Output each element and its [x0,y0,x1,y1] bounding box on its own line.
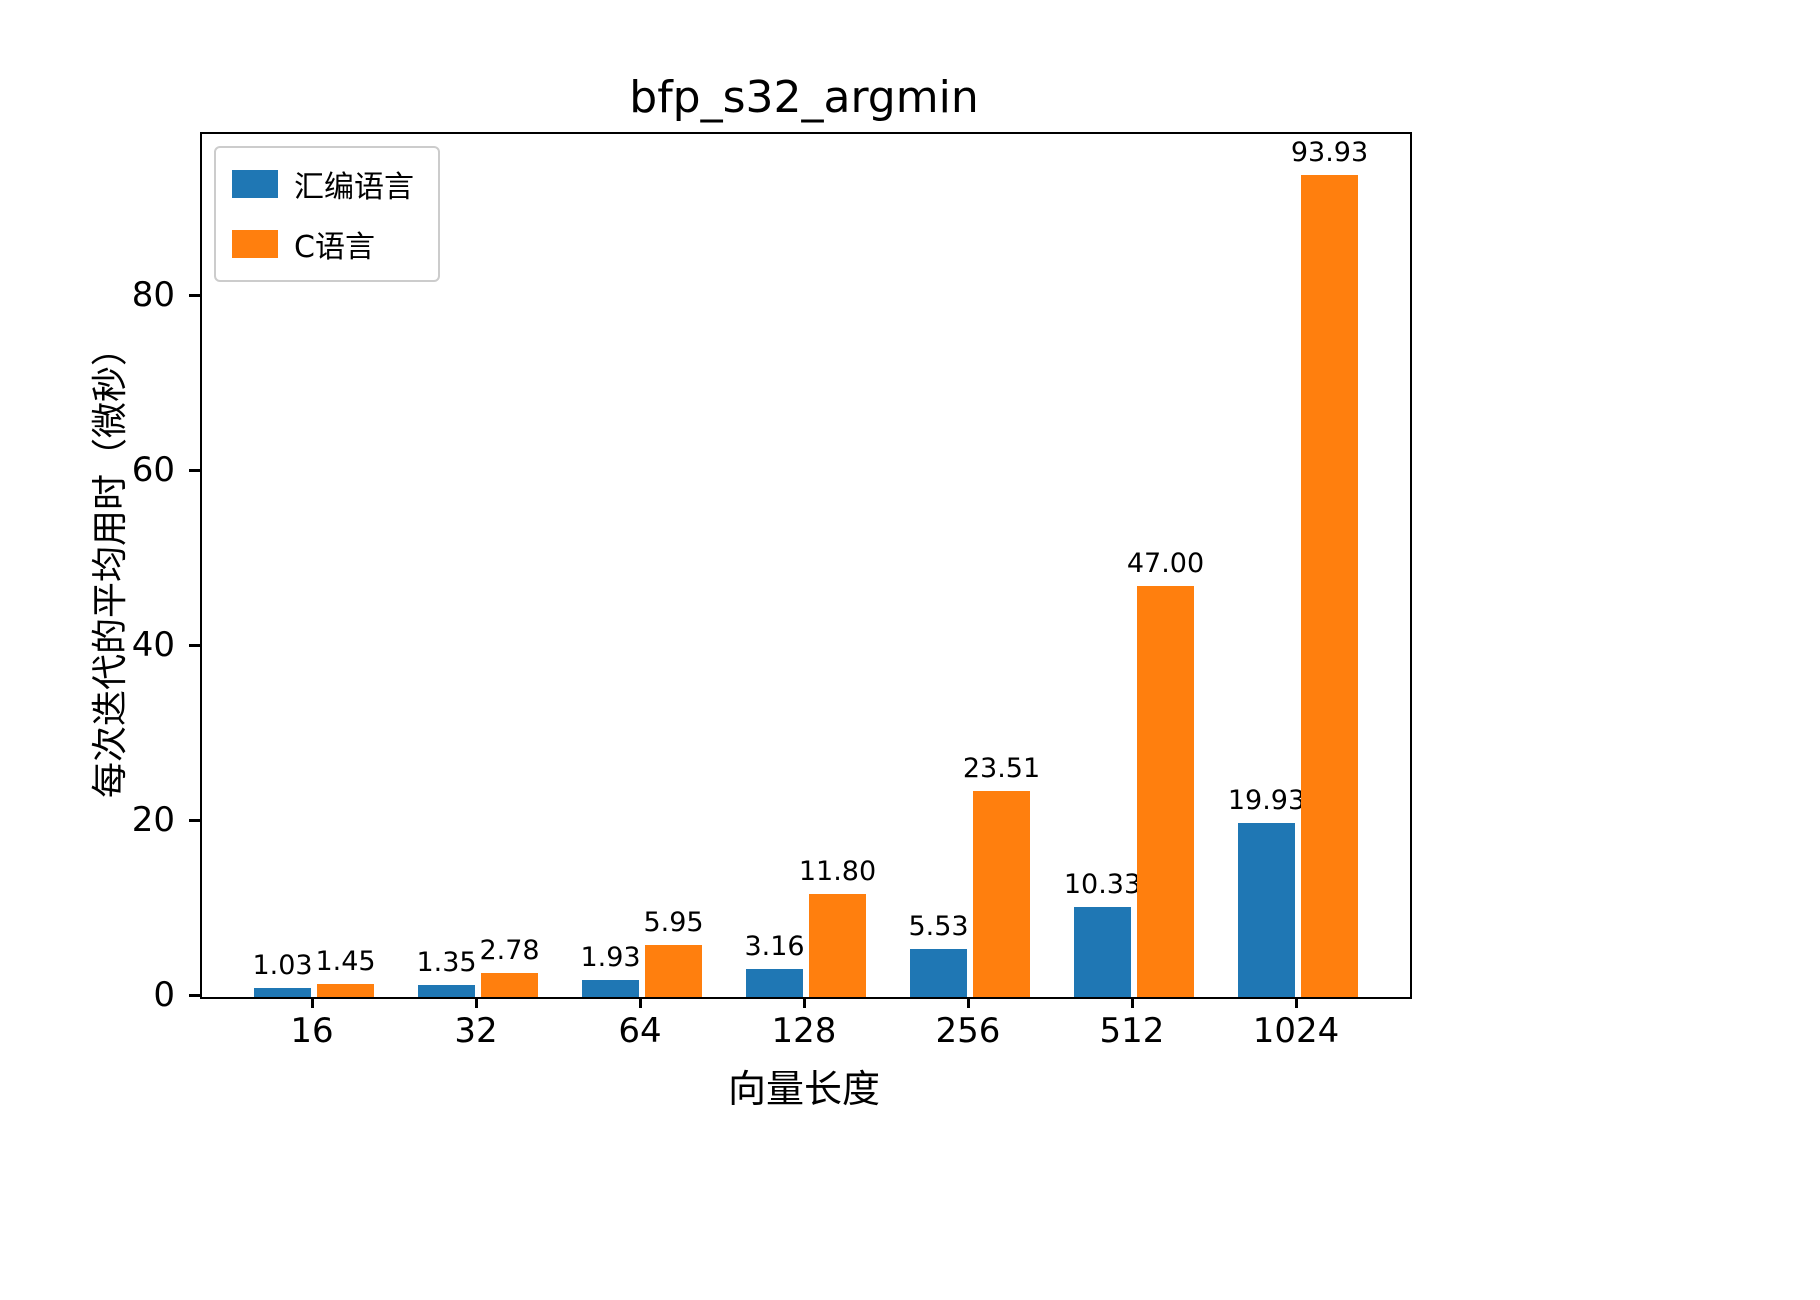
bar-value-label: 3.16 [744,931,805,963]
x-tick-label: 256 [935,1011,1001,1051]
x-tick [1295,997,1298,1008]
bar-C语言-64 [645,944,702,997]
bar-C语言-1024 [1301,174,1358,997]
bar-C语言-256 [973,791,1030,997]
legend-item-c: C语言 [232,222,414,266]
y-tick-label: 80 [131,274,175,315]
bar-汇编语言-512 [1074,906,1131,997]
x-axis-label: 向量长度 [727,1067,880,1111]
x-tick [639,997,642,1008]
bar-value-label: 93.93 [1290,136,1369,168]
bar-value-label: 1.45 [315,946,376,978]
bar-value-label: 47.00 [1126,547,1205,579]
y-tick [189,818,200,822]
x-tick [311,997,314,1008]
x-tick [1131,997,1134,1008]
plot-area: 1.03 1.45 1.35 2.78 1.93 5.95 3.16 11.80 5.53 23.… [200,132,1412,999]
x-tick-label: 16 [290,1011,334,1051]
legend-label-c: C语言 [294,230,375,265]
x-tick [803,997,806,1008]
x-tick [475,997,478,1008]
legend-swatch-c [232,230,278,258]
y-tick [189,293,200,297]
y-tick-label: 40 [131,624,175,665]
bar-汇编语言-16 [254,987,311,997]
x-tick-label: 1024 [1252,1011,1340,1051]
bar-C语言-512 [1137,585,1194,997]
x-tick-label: 32 [454,1011,498,1051]
bar-value-label: 5.95 [643,906,704,938]
bar-value-label: 19.93 [1227,784,1306,816]
bar-value-label: 10.33 [1063,868,1142,900]
bar-汇编语言-128 [746,969,803,997]
bar-汇编语言-256 [910,948,967,997]
x-tick [967,997,970,1008]
y-tick-label: 20 [131,799,175,840]
x-tick-label: 128 [771,1011,837,1051]
x-tick-label: 64 [618,1011,662,1051]
bar-汇编语言-64 [582,980,639,997]
y-tick-label: 60 [131,449,175,490]
bar-汇编语言-32 [418,985,475,997]
legend-item-assembly: 汇编语言 [232,162,414,206]
bar-C语言-128 [809,893,866,997]
bar-value-label: 11.80 [798,855,877,887]
y-tick [189,468,200,472]
chart-title: bfp_s32_argmin [629,72,979,123]
y-tick-label: 0 [153,975,175,1015]
bar-value-label: 1.93 [580,942,641,974]
x-tick-label: 512 [1099,1011,1165,1051]
bar-value-label: 2.78 [479,934,540,966]
bar-汇编语言-1024 [1238,822,1295,997]
bar-C语言-16 [317,984,374,997]
bar-value-label: 23.51 [962,753,1041,785]
bar-value-label: 1.35 [416,947,477,979]
bar-C语言-32 [481,972,538,997]
bar-value-label: 1.03 [252,949,313,981]
legend-swatch-assembly [232,170,278,198]
bar-value-label: 5.53 [908,910,969,942]
legend: 汇编语言 C语言 [214,146,440,282]
y-tick [189,643,200,647]
legend-label-assembly: 汇编语言 [294,170,414,205]
y-tick [189,994,200,997]
